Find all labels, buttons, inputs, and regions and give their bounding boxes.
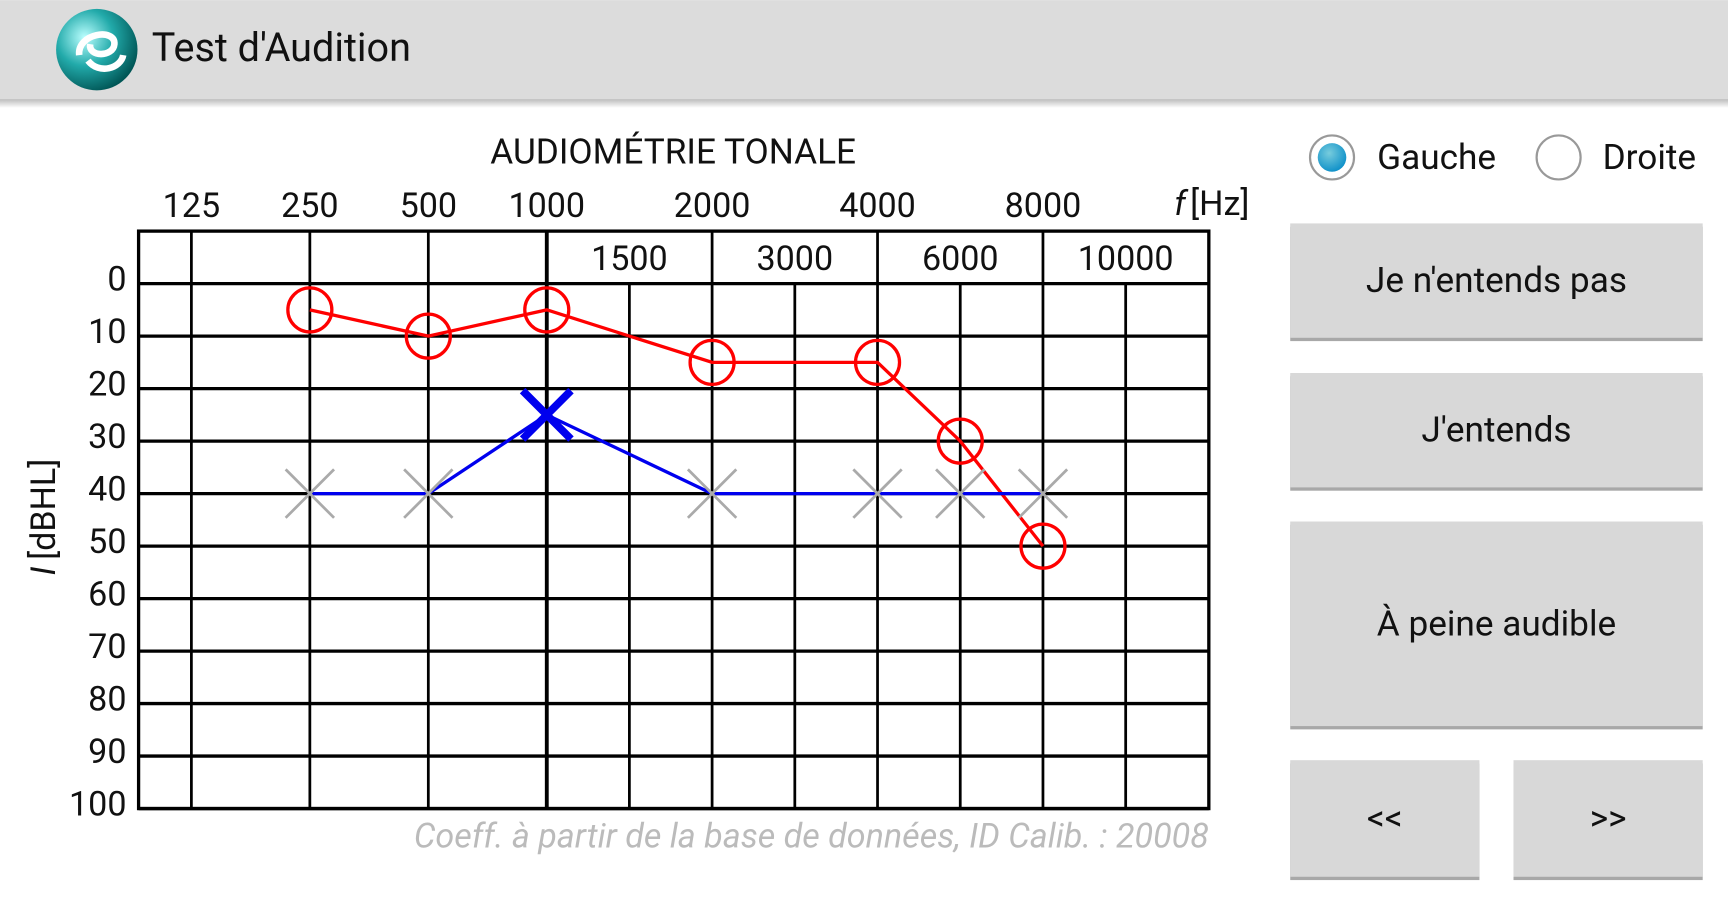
button[interactable]: << xyxy=(1290,760,1480,881)
radio-label[interactable]: Gauche xyxy=(1377,136,1496,178)
button[interactable]: >> xyxy=(1513,760,1703,881)
radio-circle[interactable] xyxy=(1535,134,1582,181)
y-tick-label: 90 xyxy=(88,732,126,772)
point-marker xyxy=(852,468,903,519)
x-label-unit: [Hz] xyxy=(1190,184,1249,224)
y-tick-label: 0 xyxy=(107,259,126,299)
radio-label[interactable]: Droite xyxy=(1603,136,1696,178)
point-marker xyxy=(284,468,336,519)
x-label-symbol: f xyxy=(1174,184,1189,224)
point-marker xyxy=(1017,468,1069,519)
point-marker xyxy=(688,338,736,387)
y-label-unit: [dBHL] xyxy=(24,459,64,560)
y-tick-label: 80 xyxy=(88,679,126,719)
x-tick-label: 8000 xyxy=(1005,186,1082,226)
app-bar-shadow xyxy=(0,99,1728,108)
y-tick-label: 10 xyxy=(88,312,126,352)
x-tick-label: 3000 xyxy=(757,239,834,279)
x-tick-label: 250 xyxy=(281,186,338,226)
point-marker xyxy=(404,312,452,360)
point-marker xyxy=(686,468,738,519)
ear-selector: Gauche Droite xyxy=(1308,134,1696,181)
x-tick-label: 125 xyxy=(163,186,220,226)
button-label[interactable]: << xyxy=(1367,797,1403,839)
x-tick-label: 1500 xyxy=(591,239,668,279)
point-marker xyxy=(519,387,574,442)
footnote: Coeff. à partir de la base de données, I… xyxy=(414,816,1209,856)
point-marker xyxy=(286,286,334,334)
point-marker xyxy=(935,468,986,519)
button[interactable]: Je n'entends pas xyxy=(1290,223,1703,342)
button-label[interactable]: Je n'entends pas xyxy=(1366,259,1627,301)
x-tick-label: 500 xyxy=(400,186,457,226)
y-tick-label: 50 xyxy=(88,522,126,562)
x-tick-label: 10000 xyxy=(1078,239,1174,279)
button-label[interactable]: À peine audible xyxy=(1377,602,1616,644)
radio-option[interactable]: Droite xyxy=(1535,134,1696,181)
radio-option[interactable]: Gauche xyxy=(1308,134,1496,181)
point-marker xyxy=(853,338,902,387)
logo-glyph xyxy=(75,31,127,72)
radio-dot xyxy=(1317,143,1347,172)
app-bar xyxy=(0,0,1728,100)
series-line xyxy=(309,308,1045,548)
point-marker xyxy=(403,468,454,519)
point-marker xyxy=(936,417,984,465)
y-tick-label: 70 xyxy=(88,627,126,667)
audiogram: 0 10 20 30 40 50 60 70 80 90 100 125 250 500 100015002… xyxy=(69,186,1211,824)
point-marker xyxy=(1019,522,1067,570)
plot-frame xyxy=(136,229,1211,811)
button[interactable]: À peine audible xyxy=(1290,521,1703,730)
y-label: I [dBHL] xyxy=(24,459,64,576)
button-face[interactable] xyxy=(1290,373,1703,488)
y-tick-label: 20 xyxy=(88,364,126,404)
app-logo xyxy=(56,8,138,91)
y-tick-label: 30 xyxy=(88,417,126,457)
button-label[interactable]: J'entends xyxy=(1421,409,1571,451)
button-face[interactable] xyxy=(1290,223,1703,338)
button-face[interactable] xyxy=(1290,521,1703,727)
y-label-symbol: I xyxy=(24,566,64,575)
button-face[interactable] xyxy=(1290,760,1480,877)
button-panel: Je n'entends pas J'entends À peine audible… xyxy=(1290,223,1703,881)
y-tick-label: 60 xyxy=(88,574,126,614)
point-marker xyxy=(523,286,571,334)
x-tick-label: 1000 xyxy=(508,186,585,226)
chart-title: AUDIOMÉTRIE TONALE xyxy=(490,130,856,172)
button[interactable]: J'entends xyxy=(1290,373,1703,491)
x-tick-label: 6000 xyxy=(922,239,999,279)
button-label[interactable]: >> xyxy=(1590,797,1627,839)
x-tick-label: 2000 xyxy=(674,186,751,226)
app-title: Test d'Audition xyxy=(152,24,411,71)
x-tick-label: 4000 xyxy=(839,186,916,226)
y-tick-label: 40 xyxy=(88,469,126,509)
y-tick-label: 100 xyxy=(69,784,126,824)
series-line xyxy=(309,412,1043,496)
button-face[interactable] xyxy=(1513,760,1703,877)
